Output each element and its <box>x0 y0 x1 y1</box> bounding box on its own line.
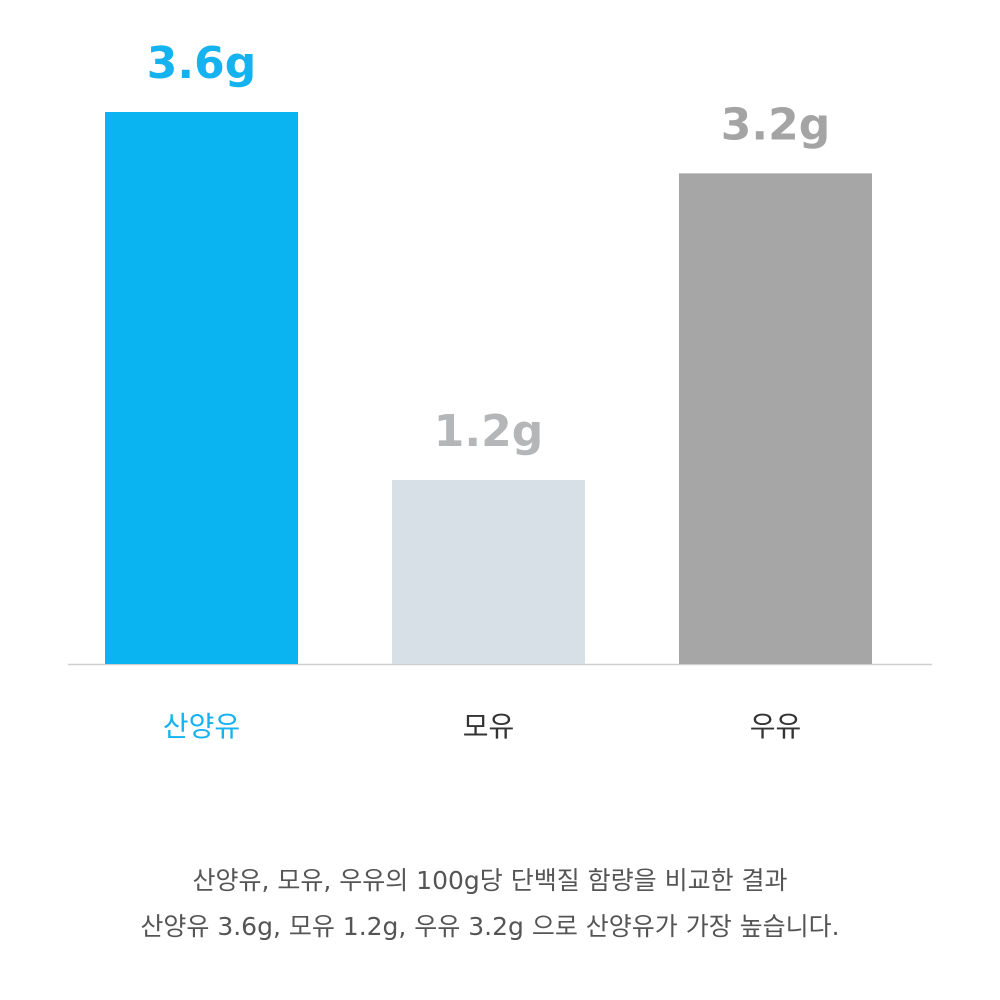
value-label: 1.2g <box>434 406 543 457</box>
bar <box>679 173 872 665</box>
x-tick-label: 산양유 <box>163 710 240 743</box>
bar <box>392 480 585 664</box>
caption: 산양유 3.6g, 모유 1.2g, 우유 3.2g 으로 산양유가 가장 높습… <box>140 912 839 941</box>
x-tick-label: 모유 <box>463 710 515 743</box>
value-label: 3.2g <box>721 99 830 150</box>
caption: 산양유, 모유, 우유의 100g당 단백질 함량을 비교한 결과 <box>192 866 787 895</box>
bar <box>105 112 298 664</box>
x-tick-label: 우유 <box>750 710 802 743</box>
value-label: 3.6g <box>147 38 256 89</box>
